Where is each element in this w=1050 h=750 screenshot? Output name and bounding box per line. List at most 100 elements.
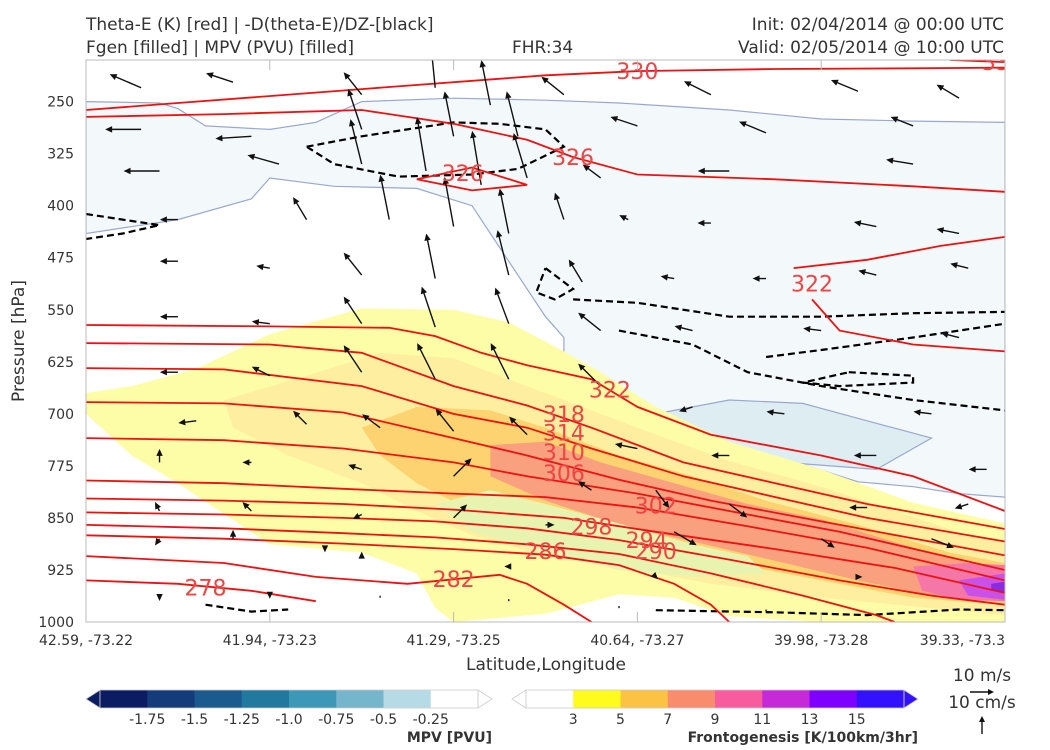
wind-vector [343,72,363,96]
frontogenesis-fill-region [959,573,1005,600]
wind-vector [159,369,178,376]
reference-horizontal-label: 10 m/s [953,666,1011,686]
wind-vector-head [886,157,894,164]
colorbar-tick-label: -1.75 [129,712,165,728]
wind-vector [803,326,822,333]
wind-vector-head [159,313,167,320]
wind-vector-head [505,91,512,99]
wind-vector-shaft [345,348,363,373]
wind-vector [820,538,835,548]
wind-vector [504,563,512,570]
y-tick-label: 475 [47,251,74,267]
wind-vector [853,452,877,459]
wind-vector-head [343,345,351,353]
wind-vector [512,132,528,179]
theta-e-contour-326 [86,109,1005,193]
wind-vector-head [547,521,555,529]
wind-vector-head [504,563,512,570]
x-axis: 42.59, -73.22 41.94, -73.23 41.29, -73.25 4… [39,60,1006,649]
wind-vector [442,177,455,227]
wind-vector [674,324,693,332]
wind-vector-shaft [209,73,234,83]
wind-vector-shaft [294,200,308,220]
wind-vector [830,79,859,92]
y-tick-label: 850 [47,511,74,527]
wind-vector [378,174,390,220]
wind-vector-shaft [580,314,602,332]
reference-vertical-arrowhead [979,716,985,722]
wind-vector-head [321,545,329,553]
theta-e-label: 310 [543,441,585,466]
wind-vector [614,442,638,450]
wind-vector-head [497,188,505,196]
wind-vector-head [858,269,866,276]
wind-vector [849,504,868,511]
wind-vector-head [941,331,949,338]
wind-vector-head [679,406,687,413]
colorbar-swatch [289,690,337,708]
wind-vector-head [494,287,501,296]
wind-vector [424,233,436,279]
wind-vector [479,60,492,106]
wind-vector [358,551,365,559]
wind-vector [155,501,162,512]
y-tick-label: 400 [47,199,74,215]
wind-vector-head [424,233,431,242]
wind-vector-head [349,119,356,127]
wind-vector-head [420,286,427,295]
wind-vector-head [739,510,748,518]
wind-vector-head [348,464,356,471]
colorbar-swatch [620,690,669,708]
y-tick-label: 250 [47,95,74,111]
wind-vector-head [352,512,361,519]
wind-vector [362,414,381,429]
theta-e-label: 306 [543,462,585,487]
wind-vector-head [739,121,747,128]
wind-vector-shaft [507,95,519,137]
wind-vector [105,126,142,133]
wind-vector-head [343,296,351,305]
theta-e-label: 318 [543,403,585,428]
theta-e-contour-326 [416,166,528,192]
theta-e-contour-310 [86,401,1005,557]
theta-e-contour-294 [86,511,1005,606]
wind-vector [343,345,363,373]
wind-vector-head [293,197,300,205]
wind-vector-head [159,216,167,223]
wind-vector [578,363,602,387]
x-tick-label: 41.94, -73.23 [223,633,317,649]
x-tick-label: 39.98, -73.28 [774,633,868,649]
wind-vector-shaft [345,299,363,325]
wind-vector-head [650,571,659,580]
wind-vector [578,312,602,332]
wind-vector-head [155,501,162,510]
wind-vector-shaft [894,117,914,127]
wind-vector-shaft [496,291,510,324]
wind-vector-head [950,262,958,269]
wind-vector-head [674,324,683,331]
wind-vector [941,331,960,339]
wind-vector [109,74,142,89]
y-axis-label: Pressure [hPa] [9,280,29,402]
theta-e-label: 294 [626,529,668,554]
colorbar-frame [99,689,479,709]
wind-vector-head [156,448,163,456]
wind-vector [541,76,565,96]
wind-vector [435,408,455,432]
frontogenesis-fill-region [435,490,767,577]
wind-vector-shaft [614,117,638,127]
init-time: Init: 02/04/2014 @ 00:00 UTC [752,15,1004,35]
wind-vector [683,81,712,96]
wind-vector-head [830,79,839,86]
theta-e-label: 326 [552,146,594,171]
wind-vector-head [358,551,365,559]
theta-e-contour-286 [86,534,730,622]
wind-vector-shaft [655,489,668,506]
wind-vector [610,116,638,127]
wind-vector-shaft [345,75,363,96]
colorbar-tick-label: -1.25 [224,712,260,728]
wind-vector [936,84,960,99]
theta-e-contour-278 [86,579,316,603]
colorbar-swatch [573,690,621,708]
wind-vector-head [215,134,223,142]
